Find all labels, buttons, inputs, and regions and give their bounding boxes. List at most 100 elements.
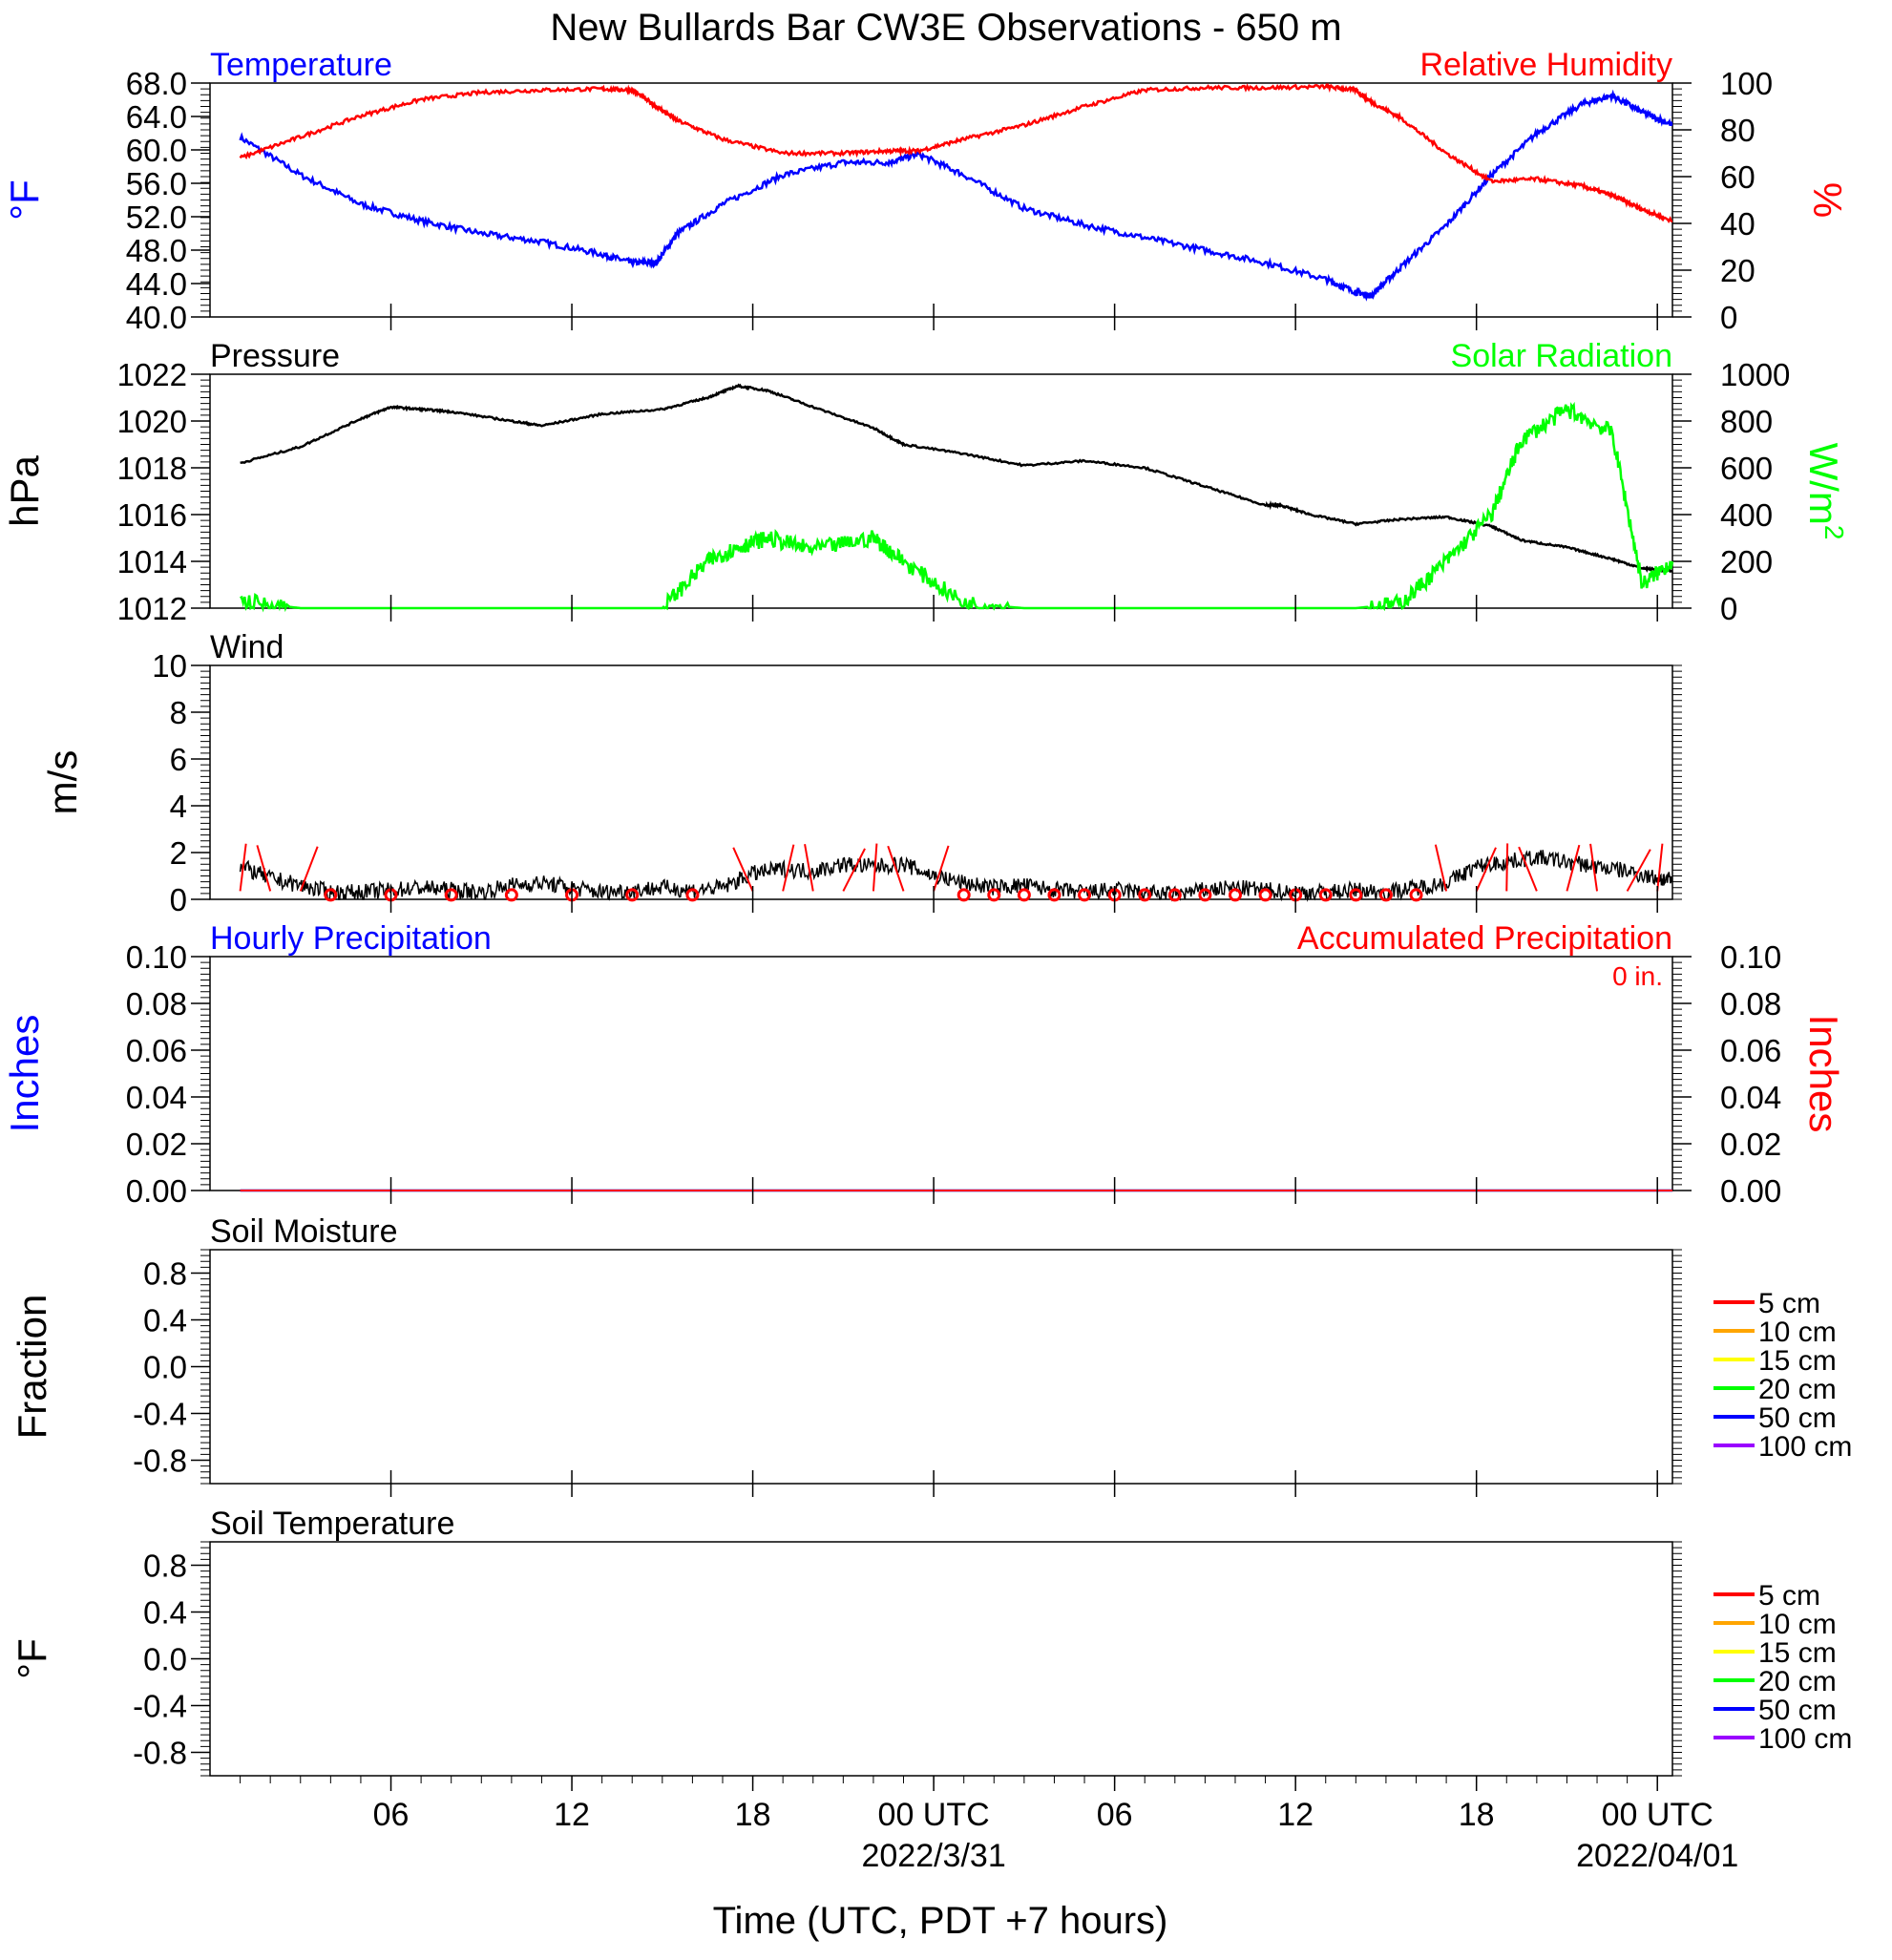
- precip-hourly-tick-label: 0.08: [126, 986, 187, 1022]
- wind-tick-label: 2: [170, 835, 187, 871]
- calm-wind-marker: [1167, 888, 1182, 902]
- soil-temp-unit: °F: [10, 1638, 54, 1678]
- humidity-unit: %: [1805, 182, 1850, 218]
- pressure-tick-label: 1022: [117, 357, 187, 392]
- calm-wind-marker: [1378, 888, 1393, 902]
- precip-hourly-tick-label: 0.06: [126, 1033, 187, 1068]
- calm-wind-marker: [685, 888, 700, 902]
- pressure-tick-label: 1012: [117, 591, 187, 626]
- wind-barb: [872, 843, 878, 892]
- rh-tick-label: 0: [1720, 300, 1737, 335]
- soil-temp-legend-label: 50 cm: [1758, 1695, 1837, 1726]
- soil-moisture-legend-label: 50 cm: [1758, 1402, 1837, 1434]
- rh-tick-label: 100: [1720, 66, 1773, 101]
- soil-temp-legend-label: 15 cm: [1758, 1637, 1837, 1669]
- time-tick-label: 06: [373, 1797, 410, 1833]
- soil-temp-tick-label: 0.0: [143, 1642, 187, 1677]
- x-axis-label: Time (UTC, PDT +7 hours): [713, 1900, 1168, 1942]
- hourly-precip-title: Hourly Precipitation: [210, 920, 492, 957]
- solar-tick-label: 200: [1720, 544, 1773, 580]
- wind-barb: [1566, 844, 1581, 892]
- wind-barb: [1518, 846, 1538, 892]
- calm-wind-marker: [444, 888, 458, 902]
- calm-wind-marker: [625, 888, 640, 902]
- soil-temp-tick-label: 0.8: [143, 1549, 187, 1584]
- temp-tick-label: 64.0: [126, 99, 187, 135]
- soil-temp-panel-frame: [209, 1541, 1673, 1777]
- soil-moisture-tick-label: -0.4: [133, 1397, 187, 1432]
- wind-tick-label: 6: [170, 742, 187, 777]
- temp-rh-panel-frame: [209, 82, 1673, 318]
- soil-moisture-legend-label: 100 cm: [1758, 1431, 1852, 1463]
- time-tick-label: 18: [735, 1797, 771, 1833]
- wind-barb: [1656, 843, 1664, 892]
- precip-accum-tick-label: 0.00: [1720, 1173, 1781, 1209]
- wind-barb: [933, 845, 950, 892]
- pressure-line: [240, 383, 1673, 574]
- wind-barb: [804, 844, 814, 892]
- precip-hourly-tick-label: 0.00: [126, 1173, 187, 1209]
- humidity-line: [239, 82, 1673, 224]
- wind-title: Wind: [210, 629, 284, 665]
- temp-tick-label: 48.0: [126, 233, 187, 268]
- calm-wind-marker: [1078, 888, 1092, 902]
- pressure-tick-label: 1018: [117, 451, 187, 486]
- wind-barb: [299, 846, 319, 892]
- solar-unit-sup: 2: [1819, 525, 1849, 540]
- soil-moisture-legend-label: 10 cm: [1758, 1317, 1837, 1348]
- soil-temp-title: Soil Temperature: [210, 1506, 454, 1542]
- temp-tick-label: 56.0: [126, 166, 187, 201]
- time-tick-label: 12: [554, 1797, 590, 1833]
- rh-tick-label: 60: [1720, 159, 1755, 195]
- soil-moisture-tick-label: 0.8: [143, 1256, 187, 1292]
- rh-tick-label: 80: [1720, 113, 1755, 148]
- calm-wind-marker: [1228, 888, 1242, 902]
- soil-temp-legend-label: 10 cm: [1758, 1609, 1837, 1640]
- wind-barb: [1589, 843, 1599, 892]
- precip-accum-tick-label: 0.04: [1720, 1080, 1781, 1115]
- wind-unit: m/s: [40, 750, 85, 815]
- precip-accum-tick-label: 0.02: [1720, 1127, 1781, 1162]
- soil-temp-legend-label: 5 cm: [1758, 1580, 1820, 1612]
- calm-wind-marker: [1349, 888, 1363, 902]
- wind-tick-label: 4: [170, 789, 187, 824]
- precip-accum-tick-label: 0.06: [1720, 1033, 1781, 1068]
- calm-wind-marker: [1017, 888, 1031, 902]
- solar-line: [240, 401, 1674, 613]
- calm-wind-marker: [1258, 888, 1272, 902]
- time-tick-label: 00 UTC: [878, 1797, 990, 1833]
- calm-wind-marker: [1318, 888, 1333, 902]
- soil-moisture-legend-label: 5 cm: [1758, 1288, 1820, 1319]
- wind-barb: [1434, 844, 1448, 892]
- soil-moisture-tick-label: 0.0: [143, 1350, 187, 1385]
- soil-moisture-panel-frame: [209, 1249, 1673, 1485]
- solar-tick-label: 400: [1720, 497, 1773, 533]
- temp-tick-label: 40.0: [126, 300, 187, 335]
- calm-wind-marker: [1138, 888, 1152, 902]
- calm-wind-marker: [1198, 888, 1212, 902]
- pressure-tick-label: 1020: [117, 404, 187, 439]
- wind-speed-line: [239, 850, 1673, 902]
- wind-barb: [732, 847, 754, 892]
- precip-hourly-tick-label: 0.04: [126, 1080, 187, 1115]
- hourly-precip-unit: Inches: [2, 1015, 47, 1133]
- temp-tick-label: 52.0: [126, 200, 187, 235]
- wind-barb: [887, 845, 905, 892]
- solar-unit: W/m2: [1801, 443, 1849, 540]
- pressure-title: Pressure: [210, 338, 340, 374]
- precip-hourly-tick-label: 0.10: [126, 939, 187, 975]
- soil-moisture-legend-label: 20 cm: [1758, 1374, 1837, 1405]
- soil-temp-legend-label: 100 cm: [1758, 1723, 1852, 1755]
- wind-barb: [1626, 849, 1651, 892]
- time-tick-label: 12: [1277, 1797, 1314, 1833]
- calm-wind-marker: [1409, 888, 1423, 902]
- time-tick-label: 18: [1459, 1797, 1495, 1833]
- precip-panel-frame: [209, 956, 1673, 1191]
- pressure-tick-label: 1014: [117, 544, 187, 580]
- pressure-unit: hPa: [2, 454, 47, 526]
- soil-moisture-tick-label: -0.8: [133, 1444, 187, 1479]
- temperature-title: Temperature: [210, 47, 392, 83]
- temp-tick-label: 60.0: [126, 133, 187, 168]
- solar-tick-label: 0: [1720, 591, 1737, 626]
- pressure-tick-label: 1016: [117, 497, 187, 533]
